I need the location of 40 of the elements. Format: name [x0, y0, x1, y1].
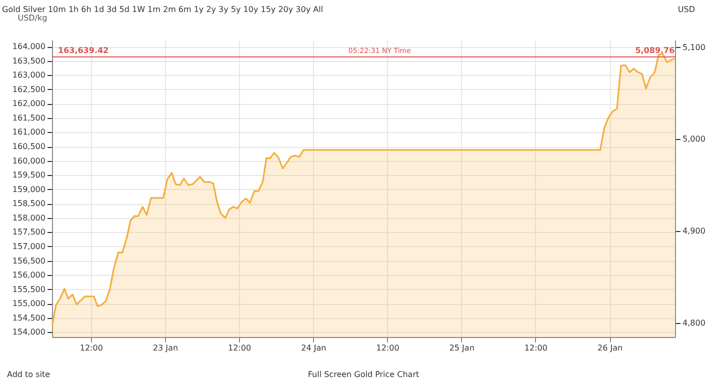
y-tick-label: 164,000: [12, 42, 46, 52]
annotation: 5,089.76: [635, 46, 676, 55]
y-tick-label: 159,500: [12, 170, 46, 180]
y-tick-label: 156,000: [12, 270, 46, 280]
y-tick-label: 158,500: [12, 199, 46, 208]
y-tick-label: 160,500: [12, 142, 46, 152]
x-tick-label: 24 Jan: [301, 344, 326, 352]
x-tick-label: 12:00: [376, 344, 400, 352]
y-tick-label: 157,000: [12, 242, 46, 251]
y-tick-label: 155,000: [12, 299, 46, 308]
y-tick-label: 158,000: [12, 213, 46, 222]
y-tick-label: 159,000: [12, 184, 46, 194]
ref-line-label: 163,639.42: [58, 46, 109, 55]
x-tick-label: 12:00: [80, 344, 103, 352]
y-tick-label: 154,000: [12, 328, 46, 337]
y-tick-label: 161,000: [12, 128, 46, 137]
y-tick-label: 155,500: [12, 284, 46, 294]
x-tick-label: 12:00: [228, 344, 252, 352]
y2-tick-label: 5,000: [682, 134, 706, 144]
y-tick-label: 161,500: [12, 113, 46, 122]
y-tick-label: 162,000: [12, 99, 46, 108]
y-tick-label: 163,500: [12, 56, 46, 66]
y-tick-label: 162,500: [12, 84, 46, 94]
x-tick-label: 26 Jan: [598, 344, 623, 352]
y-tick-label: 154,500: [12, 313, 46, 322]
y-axis-title: USD/kg: [18, 14, 48, 22]
y-tick-label: 160,000: [12, 156, 46, 166]
y2-tick-label: 4,900: [682, 226, 706, 236]
x-tick-label: 23 Jan: [152, 344, 178, 352]
text: Full Screen Gold Price Chart: [308, 370, 420, 379]
x-tick-label: 25 Jan: [449, 344, 474, 352]
text: USD: [678, 5, 695, 14]
text: Add to site: [7, 370, 50, 379]
x-tick-label: 12:00: [524, 344, 548, 352]
y2-tick-label: 5,100: [682, 42, 706, 52]
y2-tick-label: 4,800: [682, 318, 706, 328]
text: Gold Silver 10m 1h 6h 1d 3d 5d 1W 1m 2m 6m 1y 2y 3y 5y 10y 15y 20y 30y All: [2, 5, 324, 14]
y-tick-label: 156,500: [12, 256, 46, 266]
y-tick-label: 163,000: [12, 70, 46, 80]
y-tick-label: 157,500: [12, 228, 46, 237]
